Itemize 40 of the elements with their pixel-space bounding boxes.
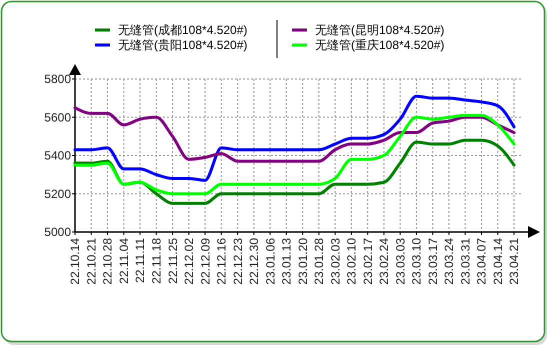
x-tick-label: 23.03.17 bbox=[426, 238, 440, 285]
line-series bbox=[74, 106, 516, 163]
legend-label: 无缝管(重庆108*4.520#) bbox=[315, 38, 444, 52]
x-tick-label: 22.11.11 bbox=[133, 238, 148, 283]
x-tick-label: 23.01.13 bbox=[280, 238, 294, 285]
x-tick-label: 23.03.24 bbox=[442, 238, 456, 285]
x-tick-label: 23.02.03 bbox=[328, 238, 342, 285]
x-tick-label: 23.01.06 bbox=[263, 238, 278, 285]
x-tick-label: 23.01.28 bbox=[312, 238, 326, 285]
x-tick-label: 23.03.10 bbox=[410, 238, 424, 285]
x-tick-label: 22.12.23 bbox=[230, 238, 245, 285]
x-tick-label: 22.10.28 bbox=[100, 238, 115, 285]
y-tick-label: 5200 bbox=[44, 186, 72, 201]
x-tick-label: 23.02.17 bbox=[360, 238, 375, 285]
x-tick-label: 23.02.24 bbox=[377, 238, 392, 285]
y-tick-label: 5000 bbox=[44, 225, 72, 240]
x-tick-label: 22.12.02 bbox=[182, 238, 196, 285]
line-series bbox=[74, 94, 516, 182]
x-tick-label: 22.11.04 bbox=[116, 238, 131, 284]
x-tick-label: 22.10.21 bbox=[84, 238, 98, 285]
y-tick-label: 5800 bbox=[44, 72, 72, 86]
x-tick-label: 22.11.25 bbox=[166, 238, 180, 284]
legend-label: 无缝管(贵阳108*4.520#) bbox=[118, 38, 248, 52]
x-tick-label: 23.04.14 bbox=[490, 238, 505, 285]
line-series bbox=[74, 114, 516, 196]
x-tick-label: 23.02.10 bbox=[344, 238, 359, 285]
legend-label: 无缝管(成都108*4.520#) bbox=[118, 23, 248, 38]
legend-label: 无缝管(昆明108*4.520#) bbox=[315, 23, 444, 38]
x-tick-label: 23.04.07 bbox=[474, 238, 489, 285]
x-tick-label: 22.12.16 bbox=[214, 238, 229, 285]
x-tick-label: 23.03.31 bbox=[458, 238, 472, 285]
y-tick-label: 5400 bbox=[44, 148, 72, 163]
x-tick-label: 22.12.30 bbox=[247, 238, 262, 285]
x-tick-label: 23.04.21 bbox=[507, 238, 522, 285]
x-tick-label: 22.11.18 bbox=[149, 238, 164, 284]
x-tick-label: 23.03.03 bbox=[393, 238, 408, 285]
y-tick-label: 5600 bbox=[44, 110, 72, 124]
x-tick-label: 22.10.14 bbox=[68, 238, 82, 285]
x-tick-label: 22.12.09 bbox=[198, 238, 212, 285]
x-tick-label: 23.01.20 bbox=[296, 238, 310, 285]
